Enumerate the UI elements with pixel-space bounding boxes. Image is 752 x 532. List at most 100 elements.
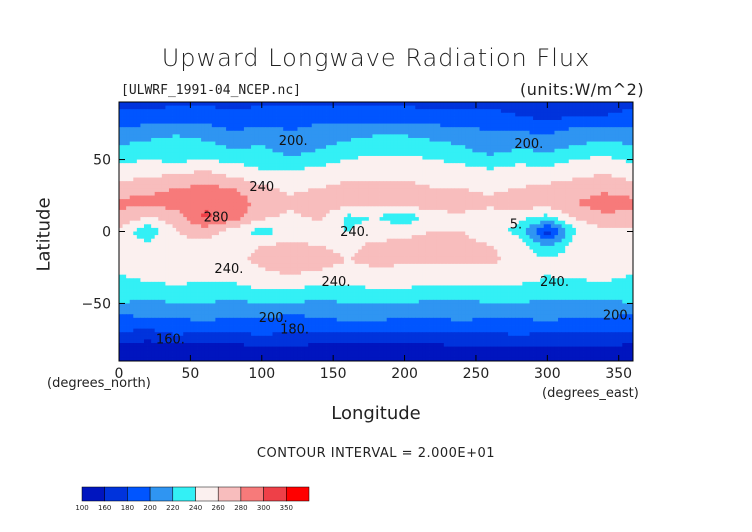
field-cell [522, 217, 527, 222]
field-cell [176, 152, 181, 157]
field-cell [343, 141, 348, 146]
field-cell [575, 119, 580, 124]
field-cell [543, 184, 548, 189]
field-cell [301, 224, 306, 229]
field-cell [268, 213, 273, 218]
field-cell [415, 188, 420, 193]
field-cell [575, 105, 580, 110]
field-cell [376, 119, 380, 124]
field-cell [618, 134, 623, 139]
field-cell [211, 191, 216, 196]
field-cell [611, 184, 616, 189]
field-cell [404, 141, 409, 146]
field-cell [497, 163, 502, 168]
field-cell [272, 213, 277, 218]
field-cell [558, 137, 563, 142]
field-cell [186, 206, 191, 211]
field-cell [226, 123, 231, 128]
field-cell [261, 199, 266, 204]
field-cell [315, 112, 320, 117]
field-cell [547, 181, 552, 186]
field-cell [304, 166, 309, 171]
field-cell [201, 127, 206, 132]
field-cell [615, 170, 620, 175]
field-cell [522, 105, 527, 110]
field-cell [126, 181, 131, 186]
field-cell [268, 166, 273, 171]
field-cell [315, 170, 320, 175]
field-cell [515, 188, 520, 193]
field-cell [158, 170, 163, 175]
field-cell [572, 206, 577, 211]
field-cell [447, 127, 452, 132]
field-cell [326, 105, 330, 110]
field-cell [515, 145, 520, 150]
field-cell [493, 188, 498, 193]
field-cell [515, 166, 520, 171]
field-cell [454, 206, 459, 211]
field-cell [508, 116, 513, 121]
field-cell [279, 217, 284, 222]
field-cell [268, 209, 273, 214]
field-cell [565, 119, 570, 124]
field-cell [276, 134, 281, 139]
field-cell [540, 116, 545, 121]
field-cell [565, 152, 570, 157]
field-cell [254, 188, 259, 193]
field-cell [208, 195, 213, 200]
field-cell [240, 155, 245, 160]
field-cell [418, 199, 423, 204]
field-cell [479, 119, 484, 124]
field-cell [240, 112, 245, 117]
field-cell [261, 137, 266, 142]
field-cell [472, 148, 477, 153]
field-cell [554, 213, 559, 218]
field-cell [268, 134, 273, 139]
field-cell [311, 163, 316, 168]
field-cell [372, 209, 377, 214]
field-cell [151, 220, 156, 225]
field-cell [315, 116, 320, 121]
field-cell [400, 173, 405, 178]
field-cell [311, 123, 316, 128]
field-cell [486, 195, 491, 200]
field-cell [290, 163, 295, 168]
field-cell [418, 123, 423, 128]
field-cell [347, 119, 352, 124]
field-cell [604, 116, 609, 121]
field-cell [161, 159, 166, 164]
field-cell [529, 141, 534, 146]
field-cell [290, 137, 295, 142]
field-cell [204, 137, 209, 142]
field-cell [315, 199, 320, 204]
field-cell [226, 177, 231, 182]
field-cell [186, 134, 191, 139]
field-cell [247, 224, 252, 229]
field-cell [490, 130, 495, 135]
field-cell [172, 152, 177, 157]
field-cell [261, 195, 266, 200]
field-cell [293, 170, 298, 175]
field-cell [458, 109, 463, 114]
field-cell [193, 123, 198, 128]
field-cell [365, 217, 370, 222]
field-cell [340, 159, 345, 164]
field-cell [329, 188, 334, 193]
field-cell [547, 202, 552, 207]
field-cell [579, 199, 584, 204]
field-cell [397, 202, 402, 207]
field-cell [479, 127, 484, 132]
field-cell [329, 181, 334, 186]
field-cell [504, 202, 509, 207]
field-cell [119, 155, 123, 160]
field-cell [400, 163, 405, 168]
field-cell [511, 105, 516, 110]
field-cell [268, 137, 273, 142]
field-cell [154, 105, 159, 110]
field-cell [547, 155, 552, 160]
field-cell [404, 134, 409, 139]
field-cell [379, 109, 384, 114]
dataset-filename: [ULWRF_1991-04_NCEP.nc] [121, 83, 302, 98]
field-cell [618, 181, 623, 186]
field-cell [404, 166, 409, 171]
